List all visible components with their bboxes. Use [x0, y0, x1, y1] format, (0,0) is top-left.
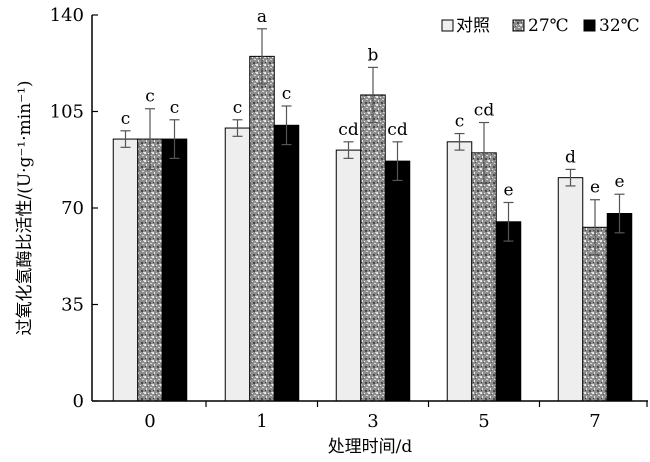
error-bar-32℃-5 [503, 201, 514, 242]
error-bar-对照-0 [120, 130, 131, 148]
x-ticks-layer: 0 1 3 5 7 [144, 401, 648, 432]
error-bar-对照-7 [565, 168, 576, 187]
bar-对照-0 [112, 138, 139, 402]
error-bar-27℃-1 [257, 28, 267, 85]
legend-swatch [583, 19, 596, 32]
significance-label: e [614, 172, 624, 192]
significance-label: cd [338, 120, 359, 140]
bar-32℃-7 [606, 213, 633, 402]
bar-32℃-5 [495, 221, 522, 402]
significance-label: cd [474, 101, 495, 121]
significance-label: c [233, 98, 243, 118]
error-bar-27℃-5 [479, 121, 489, 184]
significance-label: b [368, 45, 379, 65]
legend-item: 对照 [441, 16, 490, 36]
significance-label: a [257, 7, 267, 27]
error-bar-27℃-3 [368, 66, 378, 124]
significance-label: d [565, 147, 576, 167]
error-bar-32℃-3 [392, 141, 403, 182]
x-tick-label: 7 [589, 411, 600, 432]
y-ticks-layer: 0 35 70 105 140 [50, 5, 98, 412]
error-bar-32℃-7 [614, 193, 625, 234]
legend-swatch [512, 19, 525, 32]
error-bars-layer [120, 28, 625, 256]
legend-item: 32℃ [583, 16, 640, 36]
error-bar-27℃-0 [145, 108, 155, 170]
legend-label: 27℃ [528, 16, 569, 36]
significance-label: e [503, 180, 513, 200]
x-tick-label: 1 [256, 411, 267, 432]
bar-27℃-0 [137, 138, 163, 402]
bar-32℃-0 [161, 138, 188, 402]
legend-label: 对照 [456, 16, 490, 36]
y-axis-title: 过氧化氢酶比活性/(U·g⁻¹·min⁻¹) [15, 80, 35, 335]
bar-27℃-3 [360, 94, 386, 402]
x-axis-title: 处理时间/d [328, 437, 413, 457]
bar-27℃-7 [582, 226, 608, 402]
legend-label: 32℃ [599, 16, 640, 36]
x-tick-label: 0 [144, 411, 155, 432]
error-bar-32℃-1 [281, 105, 292, 146]
y-tick-label: 70 [61, 198, 84, 219]
x-tick-label: 3 [367, 411, 378, 432]
legend-swatch [441, 19, 454, 32]
significance-label: cd [387, 120, 408, 140]
error-bar-对照-1 [232, 119, 243, 137]
bars-layer [112, 55, 633, 402]
error-bar-27℃-7 [590, 199, 600, 256]
bar-对照-3 [335, 149, 362, 402]
legend-item: 27℃ [512, 16, 569, 36]
bar-32℃-1 [273, 124, 300, 402]
significance-label: e [590, 178, 600, 198]
error-bar-对照-3 [343, 141, 354, 159]
bar-对照-1 [224, 127, 251, 402]
significance-label: c [455, 112, 465, 132]
significance-label: c [170, 98, 180, 118]
bar-对照-7 [557, 177, 584, 402]
y-tick-label: 0 [73, 391, 84, 412]
significance-label: c [121, 109, 131, 129]
bar-对照-5 [446, 141, 473, 402]
error-bar-32℃-0 [169, 119, 180, 159]
y-tick-label: 35 [61, 295, 84, 316]
significance-label: c [282, 84, 292, 104]
x-tick-label: 5 [478, 411, 489, 432]
bar-27℃-1 [249, 55, 275, 402]
significance-label: c [145, 87, 155, 107]
bar-27℃-5 [471, 152, 497, 402]
y-tick-label: 140 [50, 5, 84, 26]
error-bar-对照-5 [454, 132, 465, 151]
y-tick-label: 105 [50, 102, 84, 123]
bar-32℃-3 [384, 160, 411, 402]
legend: 对照 27℃ 32℃ [441, 16, 640, 36]
